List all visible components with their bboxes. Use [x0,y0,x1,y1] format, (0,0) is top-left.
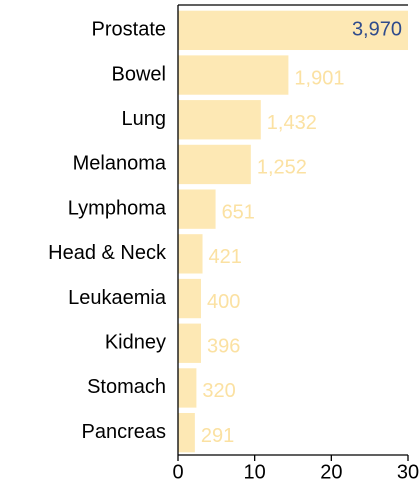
bar [178,55,289,95]
y-tick-label: Kidney [105,332,166,354]
y-tick-label: Bowel [112,63,166,85]
bar [178,189,216,229]
bar [178,234,203,274]
value-label: 396 [207,336,240,358]
bar [178,144,251,185]
y-tick-label: Head & Neck [48,242,167,264]
y-tick-label: Lymphoma [68,197,167,219]
bar [178,412,195,453]
value-label: 3,970 [352,19,402,41]
value-label: 651 [222,201,255,223]
bar [178,10,408,51]
y-tick-label: Prostate [92,19,166,41]
y-tick-label: Pancreas [82,421,167,443]
value-label: 1,432 [267,112,317,134]
y-tick-label: Stomach [87,376,166,398]
value-label: 1,252 [257,157,307,179]
value-label: 421 [209,246,242,268]
value-label: 1,901 [294,67,344,89]
y-tick-label: Lung [122,108,167,130]
bar [178,323,201,363]
bar [178,368,197,408]
x-tick-label: 20 [320,461,342,483]
y-tick-label: Leukaemia [68,287,167,309]
value-label: 291 [201,425,234,447]
y-tick-label: Melanoma [73,153,167,175]
bar [178,100,261,140]
value-label: 320 [202,380,235,402]
x-tick-label: 0 [172,461,183,483]
value-label: 400 [207,291,240,313]
x-tick-label: 30 [397,461,419,483]
x-tick-label: 10 [244,461,266,483]
bar [178,278,201,319]
